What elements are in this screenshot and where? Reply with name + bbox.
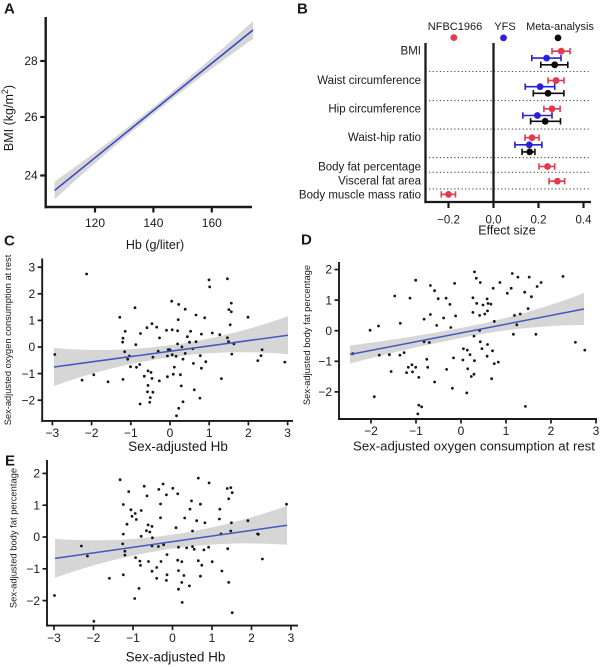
svg-text:120: 120 (85, 216, 105, 230)
svg-text:Body fat percentage: Body fat percentage (318, 162, 421, 174)
svg-text:−1: −1 (26, 562, 40, 576)
svg-text:Waist-hip ratio: Waist-hip ratio (348, 132, 421, 144)
svg-text:−1: −1 (126, 631, 140, 645)
svg-text:−2: −2 (85, 426, 99, 440)
svg-text:0.4: 0.4 (576, 215, 593, 227)
svg-text:−0.2: −0.2 (437, 215, 460, 227)
svg-text:Sex-adjusted oxygen consumptio: Sex-adjusted oxygen consumption at rest (3, 254, 13, 425)
svg-text:−3: −3 (46, 426, 60, 440)
svg-text:−1: −1 (318, 355, 332, 369)
svg-text:0: 0 (169, 631, 176, 645)
svg-text:1: 1 (325, 293, 332, 307)
svg-text:0: 0 (325, 324, 332, 338)
svg-text:0: 0 (33, 530, 40, 544)
svg-text:3: 3 (593, 424, 600, 438)
svg-text:Sex-adjusted Hb: Sex-adjusted Hb (126, 650, 226, 665)
svg-text:Sex-adjusted oxygen consumptio: Sex-adjusted oxygen consumption at rest (353, 439, 595, 454)
svg-text:−1: −1 (409, 424, 423, 438)
svg-text:3: 3 (284, 426, 291, 440)
svg-text:2: 2 (29, 287, 36, 301)
svg-text:2: 2 (548, 424, 555, 438)
svg-text:0: 0 (167, 426, 174, 440)
svg-text:1: 1 (206, 426, 213, 440)
svg-text:3: 3 (288, 631, 295, 645)
svg-text:−2: −2 (364, 424, 378, 438)
svg-text:Visceral fat area: Visceral fat area (338, 176, 421, 188)
svg-text:−2: −2 (87, 631, 101, 645)
svg-text:1: 1 (33, 498, 40, 512)
svg-text:A: A (4, 1, 15, 18)
svg-text:E: E (5, 453, 15, 470)
svg-text:BMI: BMI (401, 46, 421, 58)
svg-text:2: 2 (33, 467, 40, 481)
svg-text:−1: −1 (22, 367, 36, 381)
svg-text:160: 160 (202, 216, 222, 230)
svg-text:0.2: 0.2 (531, 215, 547, 227)
svg-text:Sex-adjusted Hb: Sex-adjusted Hb (128, 439, 228, 454)
svg-text:1: 1 (503, 424, 510, 438)
svg-text:28: 28 (24, 54, 38, 68)
svg-text:2: 2 (325, 263, 332, 277)
svg-text:YFS: YFS (494, 21, 515, 33)
svg-text:C: C (4, 233, 15, 250)
svg-text:0.0: 0.0 (486, 215, 502, 227)
svg-text:Meta-analysis: Meta-analysis (526, 21, 594, 33)
svg-text:2: 2 (248, 631, 255, 645)
svg-text:Sex-adjusted body fat percenta: Sex-adjusted body fat percentage (8, 468, 19, 608)
svg-text:Body muscle mass ratio: Body muscle mass ratio (299, 190, 421, 202)
svg-text:3: 3 (29, 260, 36, 274)
svg-text:Waist circumference: Waist circumference (317, 75, 421, 87)
svg-text:Hip circumference: Hip circumference (328, 104, 421, 116)
svg-text:−3: −3 (47, 631, 61, 645)
svg-text:Effect size: Effect size (478, 224, 535, 238)
svg-text:140: 140 (143, 216, 163, 230)
svg-text:Hb (g/liter): Hb (g/liter) (126, 238, 184, 252)
svg-text:0: 0 (29, 340, 36, 354)
svg-text:−2: −2 (22, 393, 36, 407)
svg-text:24: 24 (24, 169, 38, 183)
svg-text:BMI (kg/m2): BMI (kg/m2) (0, 85, 16, 151)
svg-text:−2: −2 (26, 594, 40, 608)
svg-text:D: D (301, 232, 312, 249)
svg-text:1: 1 (209, 631, 216, 645)
svg-text:26: 26 (24, 110, 38, 124)
svg-text:NFBC1966: NFBC1966 (428, 21, 482, 33)
svg-text:1: 1 (29, 314, 36, 328)
svg-text:B: B (297, 1, 308, 18)
svg-text:−1: −1 (124, 426, 138, 440)
svg-text:0: 0 (458, 424, 465, 438)
svg-text:2: 2 (245, 426, 252, 440)
svg-text:Sex-adjusted body fat percenta: Sex-adjusted body fat percentage (301, 265, 312, 405)
svg-text:−2: −2 (318, 385, 332, 399)
